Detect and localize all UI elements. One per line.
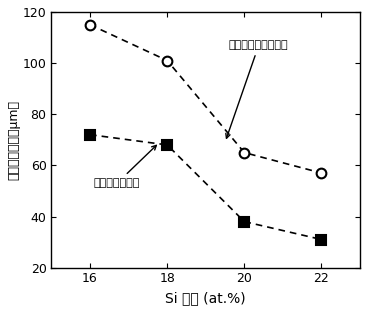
Text: 未经电子束表面重熔: 未经电子束表面重熔 <box>226 40 288 138</box>
X-axis label: Si 含量 (at.%): Si 含量 (at.%) <box>166 291 246 305</box>
Text: 电子束表面重熔: 电子束表面重熔 <box>94 145 156 188</box>
Y-axis label: 氧化损失厚度（μm）: 氧化损失厚度（μm） <box>7 100 20 180</box>
